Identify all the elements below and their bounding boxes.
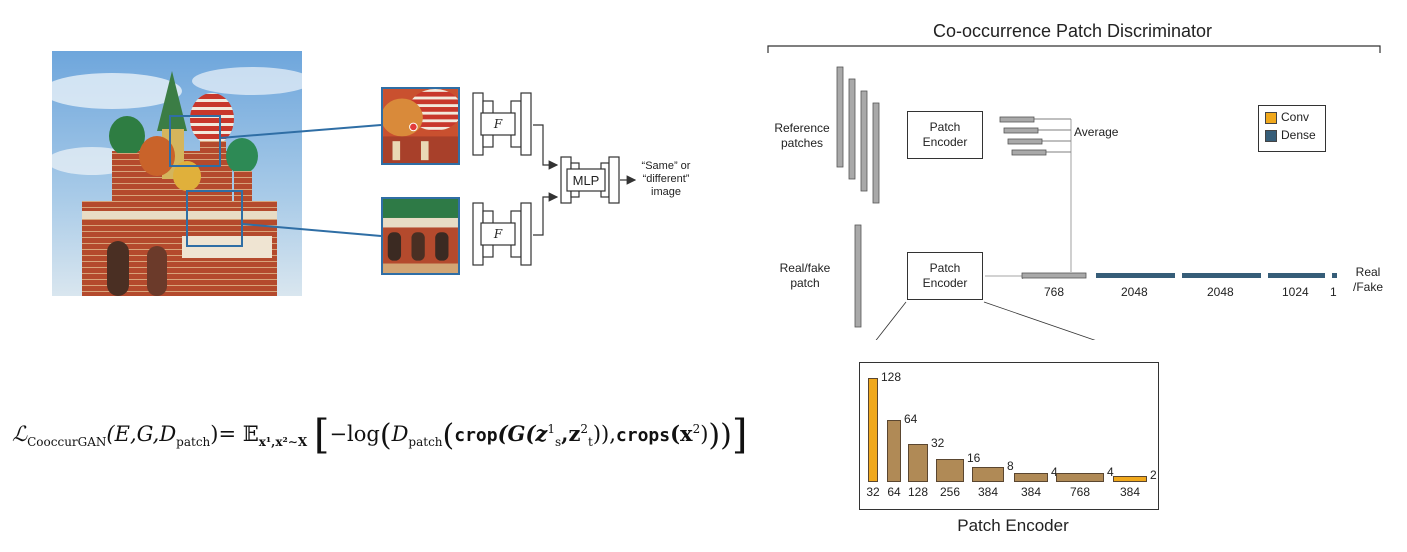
encoder-layer-size: 384 xyxy=(977,485,999,499)
dense-label-1024: 1024 xyxy=(1282,285,1309,299)
z1-sub: s xyxy=(554,435,562,450)
legend-conv-swatch xyxy=(1265,112,1277,124)
discriminator-title: Co-occurrence Patch Discriminator xyxy=(932,21,1213,41)
encoder-layer-size: 768 xyxy=(1069,485,1091,499)
encoder-layer-size: 256 xyxy=(939,485,961,499)
encoder-layer-channels: 4 xyxy=(1107,465,1114,479)
realfake-label-line2: patch xyxy=(790,276,820,290)
encoder-layer-block xyxy=(887,420,901,482)
neg-log: −log xyxy=(329,422,380,446)
encoder-layer-block xyxy=(972,467,1004,482)
legend-conv-label: Conv xyxy=(1281,110,1310,124)
average-label: Average xyxy=(1074,125,1119,139)
x-sup: 2 xyxy=(692,422,701,436)
expectation-sub: x¹,x²∼X xyxy=(258,435,308,450)
x-part: (x xyxy=(670,421,693,446)
crops-fn: crops xyxy=(615,425,671,446)
encoder-layer-channels: 2 xyxy=(1150,468,1157,482)
discriminator-output-label: Real /Fake xyxy=(1346,265,1390,295)
encoder-layer-channels: 128 xyxy=(881,370,902,384)
output-label-line1: Real xyxy=(1355,265,1381,279)
encoder-layer-channels: 4 xyxy=(1051,465,1058,479)
d-sub: patch xyxy=(408,435,443,450)
encoder-layer-size: 128 xyxy=(907,485,929,499)
encoder-layer-block xyxy=(936,459,964,482)
g-close: )), xyxy=(592,422,616,446)
dense-label-768: 768 xyxy=(1044,285,1065,299)
patch-encoder-box-top: Patch Encoder xyxy=(907,111,983,159)
g-part: (G(z xyxy=(497,421,548,446)
reference-label-line2: patches xyxy=(780,136,824,150)
encoder-layer-channels: 64 xyxy=(904,412,918,426)
d-symbol: D xyxy=(391,422,409,446)
z2-sub: t xyxy=(588,435,593,450)
crop-connectors xyxy=(219,124,382,237)
z2-sup: 2 xyxy=(580,422,589,436)
reference-label-line1: Reference xyxy=(774,121,830,135)
z2-sep: ,z xyxy=(561,421,581,446)
z1-sup: 1 xyxy=(547,422,555,436)
mlp-output-line2: “different” xyxy=(642,173,690,185)
encoder-layer-size: 32 xyxy=(866,485,880,499)
output-label-line2: /Fake xyxy=(1352,280,1383,294)
patch-encoder-title: Patch Encoder xyxy=(957,516,1069,535)
legend-dense-swatch xyxy=(1265,130,1277,142)
dense-label-2048-a: 2048 xyxy=(1121,285,1148,299)
realfake-label-line1: Real/fake xyxy=(779,261,831,275)
crop-fn: crop xyxy=(454,425,498,446)
encoder-layer-size: 64 xyxy=(887,485,901,499)
loss-args-sub: patch xyxy=(176,435,211,450)
patch-encoder-layers: 128 32 64 64 32 128 16 256 8 384 4 384 4 768 2 384 xyxy=(860,363,1158,509)
mlp-output-label: “Same” or “different” image xyxy=(636,160,696,199)
siamese-network-diagram xyxy=(472,92,637,266)
encoder-bottom-line2: Encoder xyxy=(922,276,968,290)
encoder-top-line1: Patch xyxy=(929,120,961,134)
encoder-layer-block xyxy=(1056,473,1104,482)
encoder-layer-size: 384 xyxy=(1020,485,1042,499)
x-close: ) xyxy=(700,422,709,446)
encoder-bottom-line1: Patch xyxy=(929,261,961,275)
loss-subscript: CooccurGAN xyxy=(27,435,107,450)
realfake-patch-label: Real/fake patch xyxy=(766,261,844,291)
patch-encoder-detail: 128 32 64 64 32 128 16 256 8 384 4 384 4 768 2 384 xyxy=(859,362,1159,510)
encoder-layer-channels: 8 xyxy=(1007,459,1014,473)
dense-label-1: 1 xyxy=(1330,285,1337,299)
reference-patches-label: Reference patches xyxy=(764,121,840,151)
encoder-layer-block xyxy=(908,444,928,482)
patch-encoder-box-bottom: Patch Encoder xyxy=(907,252,983,300)
network-f-label-top: F xyxy=(493,117,503,131)
encoder-layer-channels: 32 xyxy=(931,436,945,450)
encoder-top-line2: Encoder xyxy=(922,135,968,149)
encoder-layer-block xyxy=(868,378,878,482)
loss-equation: ℒCooccurGAN(E,G,Dpatch)= 𝔼x¹,x²∼X [−log(… xyxy=(12,412,748,458)
mlp-output-line3: image xyxy=(651,186,681,198)
loss-symbol: ℒ xyxy=(12,422,28,446)
reference-patch-image xyxy=(381,87,460,165)
dense-label-2048-b: 2048 xyxy=(1207,285,1234,299)
mlp-output-line1: “Same” or xyxy=(641,160,691,172)
legend: Conv Dense xyxy=(1258,105,1326,152)
encoder-layer-block xyxy=(1014,473,1048,482)
mlp-label: MLP xyxy=(572,173,600,188)
encoder-layer-channels: 16 xyxy=(967,451,981,465)
loss-args: (E,G,D xyxy=(106,422,177,446)
discriminator-diagram xyxy=(767,45,1381,340)
expectation-symbol: = 𝔼 xyxy=(218,422,259,446)
cathedral-photo xyxy=(52,51,302,296)
legend-dense-label: Dense xyxy=(1281,128,1316,142)
network-f-label-bottom: F xyxy=(493,227,503,241)
encoder-layer-size: 384 xyxy=(1119,485,1141,499)
candidate-patch-image xyxy=(381,197,460,275)
encoder-layer-block xyxy=(1113,476,1147,482)
